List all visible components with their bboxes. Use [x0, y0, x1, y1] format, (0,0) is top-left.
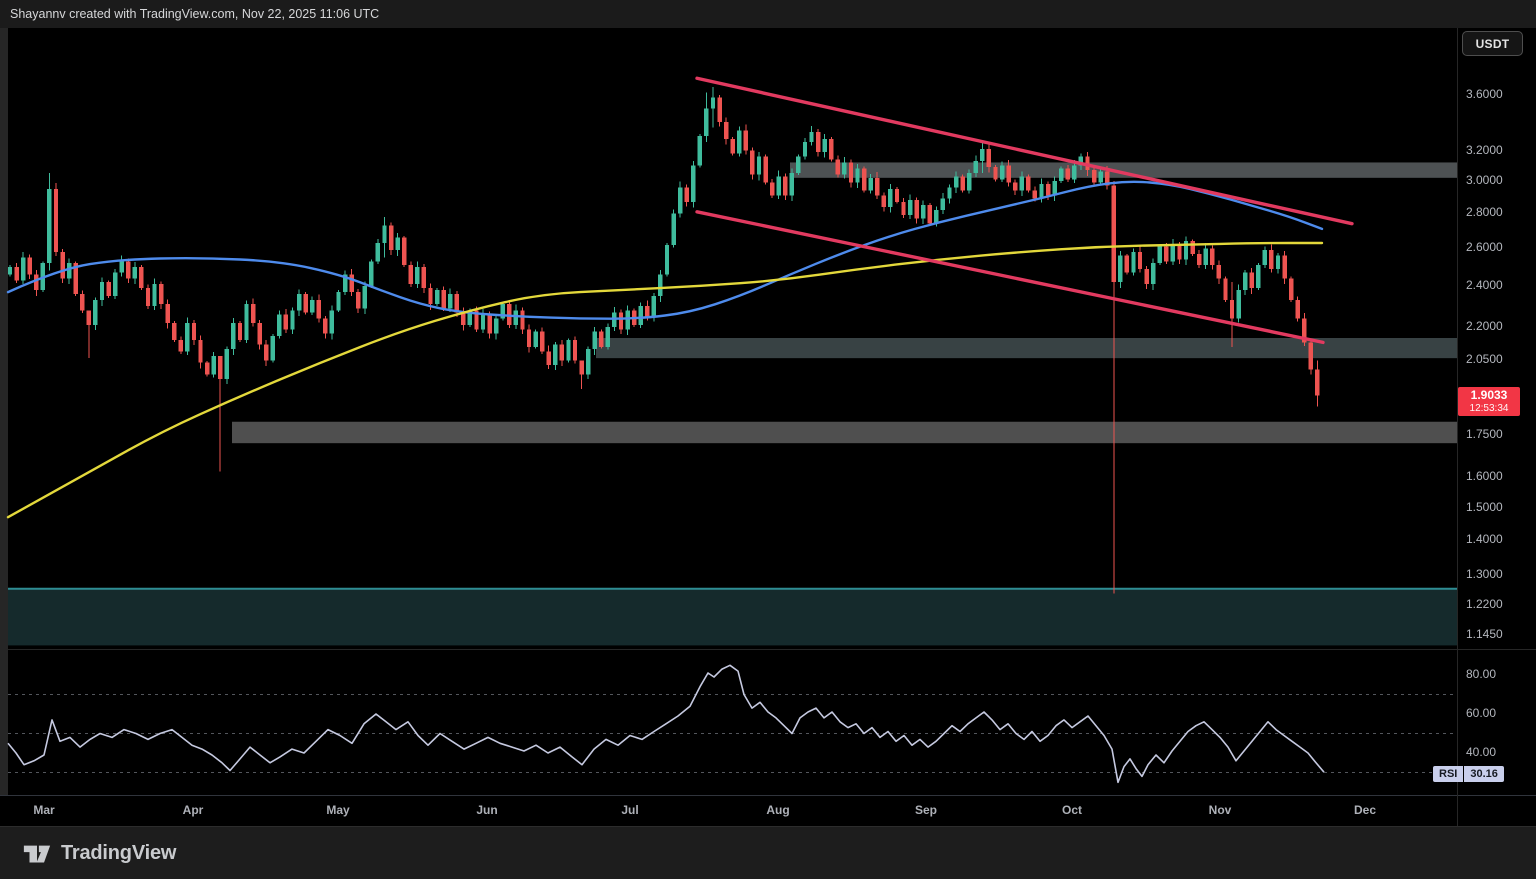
price-tick-label: 2.0500 [1466, 352, 1503, 367]
rsi-indicator-value: 30.16 [1464, 766, 1504, 782]
time-tick-label-jun: Jun [476, 803, 498, 817]
last-price-value: 1.9033 [1470, 388, 1508, 402]
price-tick-label: 2.4000 [1466, 278, 1503, 293]
price-tick-label: 2.6000 [1466, 240, 1503, 255]
time-tick-label-dec: Dec [1353, 803, 1377, 817]
price-tick-label: 1.3000 [1466, 567, 1503, 582]
time-tick-label-may: May [326, 803, 350, 817]
time-tick-label-sep: Sep [914, 803, 938, 817]
tradingview-brand-text: TradingView [61, 842, 177, 864]
quote-currency-label: USDT [1475, 36, 1510, 51]
trendline-upper[interactable] [695, 76, 1354, 226]
price-tick-label: 1.1450 [1466, 627, 1503, 641]
price-tick-label: 1.2200 [1466, 597, 1503, 612]
bottom-bar: TradingView [0, 826, 1536, 879]
rsi-tick-label: 80.00 [1466, 667, 1497, 681]
rsi-line[interactable] [7, 664, 1325, 784]
last-price-badge: 1.9033 12:53:34 [1458, 387, 1520, 417]
trendline-lower[interactable] [695, 210, 1325, 345]
moving-average-fast-line[interactable] [6, 180, 1324, 320]
price-tick-label: 1.6000 [1466, 469, 1503, 484]
zone-demand-1.12-1.263 [8, 588, 1457, 646]
time-tick-label-nov: Nov [1208, 803, 1232, 817]
price-tick-label: 1.4000 [1466, 532, 1503, 547]
zone-support-2.06-2.15 [596, 337, 1457, 359]
chart-attribution-text: Shayannv created with TradingView.com, N… [10, 7, 380, 21]
time-tick-label-oct: Oct [1061, 803, 1083, 817]
price-tick-label: 3.2000 [1466, 142, 1503, 157]
tradingview-mark-icon [23, 845, 51, 862]
quote-currency-chip[interactable]: USDT [1462, 31, 1523, 56]
time-tick-label-mar: Mar [33, 803, 55, 817]
moving-average-slow-line[interactable] [6, 241, 1324, 519]
price-tick-label: 3.6000 [1466, 87, 1503, 101]
rsi-value-badge: RSI 30.16 [1433, 766, 1504, 782]
time-tick-label-apr: Apr [182, 803, 204, 817]
zone-supply-3.02-3.12 [790, 162, 1457, 178]
price-tick-label: 2.8000 [1466, 205, 1503, 220]
candlestick-series [7, 87, 1320, 594]
title-bar: Shayannv created with TradingView.com, N… [0, 0, 1536, 28]
rsi-tick-label: 40.00 [1466, 745, 1497, 759]
rsi-tick-label: 60.00 [1466, 706, 1497, 720]
price-tick-label: 1.5000 [1466, 499, 1503, 514]
price-tick-label: 1.7500 [1466, 427, 1503, 442]
bar-countdown: 12:53:34 [1469, 402, 1509, 414]
tradingview-logo[interactable]: TradingView [22, 842, 176, 865]
time-tick-label-aug: Aug [766, 803, 790, 817]
zone-support-1.72-1.80 [232, 421, 1457, 444]
price-tick-label: 3.0000 [1466, 172, 1503, 187]
rsi-indicator-label: RSI [1433, 766, 1464, 782]
plot-left-gutter [0, 28, 8, 795]
price-tick-label: 2.2000 [1466, 319, 1503, 334]
time-tick-label-jul: Jul [621, 803, 639, 817]
